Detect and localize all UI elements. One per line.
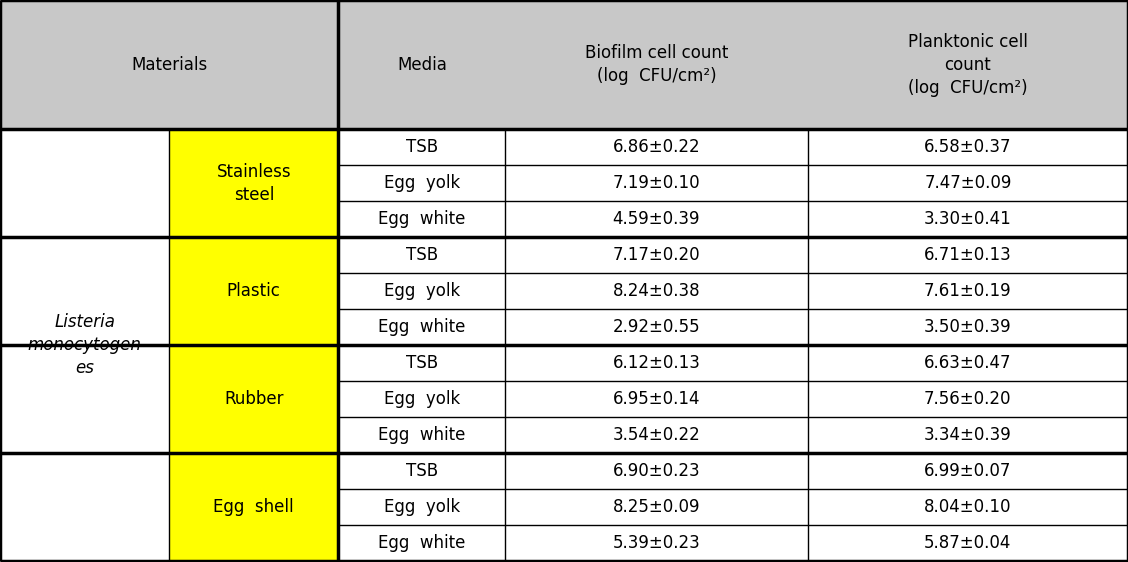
Bar: [505, 309, 808, 345]
Bar: [338, 201, 505, 237]
Bar: [338, 309, 505, 345]
Bar: [808, 381, 1128, 417]
Text: 5.87±0.04: 5.87±0.04: [924, 534, 1012, 552]
Bar: [338, 237, 505, 273]
Bar: [505, 525, 808, 561]
Bar: [505, 345, 808, 381]
Bar: [808, 525, 1128, 561]
Text: 8.24±0.38: 8.24±0.38: [613, 282, 700, 300]
Bar: [505, 129, 808, 165]
Bar: [808, 0, 1128, 129]
Text: Planktonic cell
count
(log  CFU/cm²): Planktonic cell count (log CFU/cm²): [908, 33, 1028, 97]
Bar: [808, 417, 1128, 453]
Bar: [808, 129, 1128, 165]
Text: Egg  yolk: Egg yolk: [384, 390, 460, 408]
Bar: [338, 345, 505, 381]
Bar: [505, 381, 808, 417]
Bar: [338, 453, 505, 489]
Text: Egg  yolk: Egg yolk: [384, 282, 460, 300]
Text: TSB: TSB: [406, 462, 438, 480]
Text: Biofilm cell count
(log  CFU/cm²): Biofilm cell count (log CFU/cm²): [584, 44, 729, 85]
Text: Rubber: Rubber: [224, 390, 283, 408]
Bar: [808, 201, 1128, 237]
Text: 8.25±0.09: 8.25±0.09: [613, 498, 700, 516]
Text: 7.61±0.19: 7.61±0.19: [924, 282, 1012, 300]
Text: 7.17±0.20: 7.17±0.20: [613, 246, 700, 264]
Bar: [505, 165, 808, 201]
Text: 6.12±0.13: 6.12±0.13: [613, 354, 700, 372]
Text: 6.99±0.07: 6.99±0.07: [924, 462, 1012, 480]
Bar: [808, 237, 1128, 273]
Text: 7.56±0.20: 7.56±0.20: [924, 390, 1012, 408]
Bar: [808, 309, 1128, 345]
Text: TSB: TSB: [406, 354, 438, 372]
Text: TSB: TSB: [406, 246, 438, 264]
Text: 3.54±0.22: 3.54±0.22: [613, 426, 700, 444]
Text: 3.34±0.39: 3.34±0.39: [924, 426, 1012, 444]
Bar: [505, 0, 808, 129]
Bar: [808, 453, 1128, 489]
Text: 6.95±0.14: 6.95±0.14: [613, 390, 700, 408]
Bar: [338, 417, 505, 453]
Bar: [338, 381, 505, 417]
Text: 5.39±0.23: 5.39±0.23: [613, 534, 700, 552]
Text: Media: Media: [397, 56, 447, 74]
Text: Egg  white: Egg white: [378, 318, 466, 336]
Text: 6.90±0.23: 6.90±0.23: [613, 462, 700, 480]
Bar: [808, 165, 1128, 201]
Bar: [505, 273, 808, 309]
Bar: [505, 201, 808, 237]
Bar: [505, 417, 808, 453]
Text: 6.86±0.22: 6.86±0.22: [613, 138, 700, 156]
Text: Egg  white: Egg white: [378, 534, 466, 552]
Text: 7.19±0.10: 7.19±0.10: [613, 174, 700, 192]
Bar: [808, 273, 1128, 309]
Text: Stainless
steel: Stainless steel: [217, 163, 291, 203]
Text: 6.71±0.13: 6.71±0.13: [924, 246, 1012, 264]
Bar: [0, 0, 338, 129]
Text: 3.30±0.41: 3.30±0.41: [924, 210, 1012, 228]
Bar: [0, 129, 169, 561]
Text: Listeria
monocytogen
es: Listeria monocytogen es: [28, 313, 141, 377]
Text: 4.59±0.39: 4.59±0.39: [613, 210, 700, 228]
Text: Egg  shell: Egg shell: [213, 498, 294, 516]
Bar: [169, 237, 338, 345]
Bar: [169, 129, 338, 237]
Bar: [808, 489, 1128, 525]
Bar: [505, 237, 808, 273]
Text: 6.58±0.37: 6.58±0.37: [924, 138, 1012, 156]
Bar: [169, 453, 338, 561]
Text: TSB: TSB: [406, 138, 438, 156]
Bar: [169, 345, 338, 453]
Bar: [338, 165, 505, 201]
Text: Plastic: Plastic: [227, 282, 281, 300]
Text: 2.92±0.55: 2.92±0.55: [613, 318, 700, 336]
Bar: [505, 453, 808, 489]
Bar: [338, 129, 505, 165]
Bar: [338, 273, 505, 309]
Text: Egg  white: Egg white: [378, 426, 466, 444]
Text: Egg  yolk: Egg yolk: [384, 174, 460, 192]
Text: Egg  yolk: Egg yolk: [384, 498, 460, 516]
Text: Egg  white: Egg white: [378, 210, 466, 228]
Text: 7.47±0.09: 7.47±0.09: [924, 174, 1012, 192]
Text: 8.04±0.10: 8.04±0.10: [924, 498, 1012, 516]
Bar: [338, 525, 505, 561]
Text: 6.63±0.47: 6.63±0.47: [924, 354, 1012, 372]
Bar: [808, 345, 1128, 381]
Bar: [338, 489, 505, 525]
Bar: [338, 0, 505, 129]
Text: 3.50±0.39: 3.50±0.39: [924, 318, 1012, 336]
Text: Materials: Materials: [131, 56, 208, 74]
Bar: [505, 489, 808, 525]
